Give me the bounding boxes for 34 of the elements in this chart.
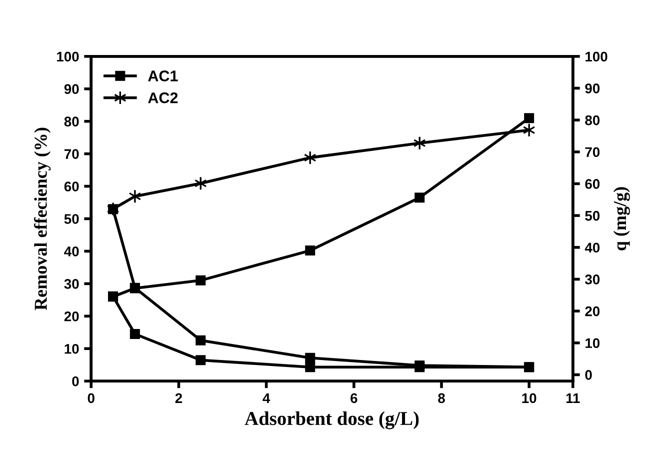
legend-label: AC1 xyxy=(148,70,178,82)
y2-tick-label: 90 xyxy=(585,84,600,94)
x-tick-label: 2 xyxy=(175,393,182,403)
y-axis-title: Removal effeciency (%) xyxy=(34,128,51,310)
y-tick-label: 60 xyxy=(64,182,79,192)
y2-tick-label: 100 xyxy=(586,52,608,62)
y2-tick-label: 20 xyxy=(585,306,600,316)
y2-tick-label: 30 xyxy=(585,274,600,284)
x-axis-title: Adsorbent dose (g/L) xyxy=(244,411,419,430)
x-tick-label: 10 xyxy=(522,393,536,404)
y2-tick-label: 10 xyxy=(586,338,600,348)
y-tick-label: 30 xyxy=(64,279,79,289)
y-tick-label: 70 xyxy=(64,149,79,159)
y2-tick-label: 80 xyxy=(585,115,600,126)
y2-tick-label: 40 xyxy=(584,242,600,253)
y-tick-label: 100 xyxy=(57,52,79,62)
y2-tick-label: 50 xyxy=(585,210,600,221)
y2-tick-label: 70 xyxy=(585,147,600,158)
y-tick-label: 40 xyxy=(64,246,79,256)
y-tick-label: 10 xyxy=(64,344,79,354)
x-tick-label: 11 xyxy=(566,393,580,403)
y-tick-label: 90 xyxy=(64,84,79,94)
y2-tick-label: 60 xyxy=(585,179,600,189)
y-tick-label: 20 xyxy=(64,311,79,322)
x-tick-label: 0 xyxy=(88,393,94,404)
x-tick-label: 4 xyxy=(262,393,270,403)
x-tick-label: 8 xyxy=(438,393,445,404)
y-tick-label: 80 xyxy=(64,116,79,126)
y2-tick-label: 0 xyxy=(585,370,592,380)
y-tick-label: 0 xyxy=(72,376,79,386)
x-tick-label: 6 xyxy=(350,393,358,404)
y2-axis-title: q (mg/g) xyxy=(613,187,630,250)
legend-label: AC2 xyxy=(148,92,178,104)
y-tick-label: 50 xyxy=(64,214,79,224)
